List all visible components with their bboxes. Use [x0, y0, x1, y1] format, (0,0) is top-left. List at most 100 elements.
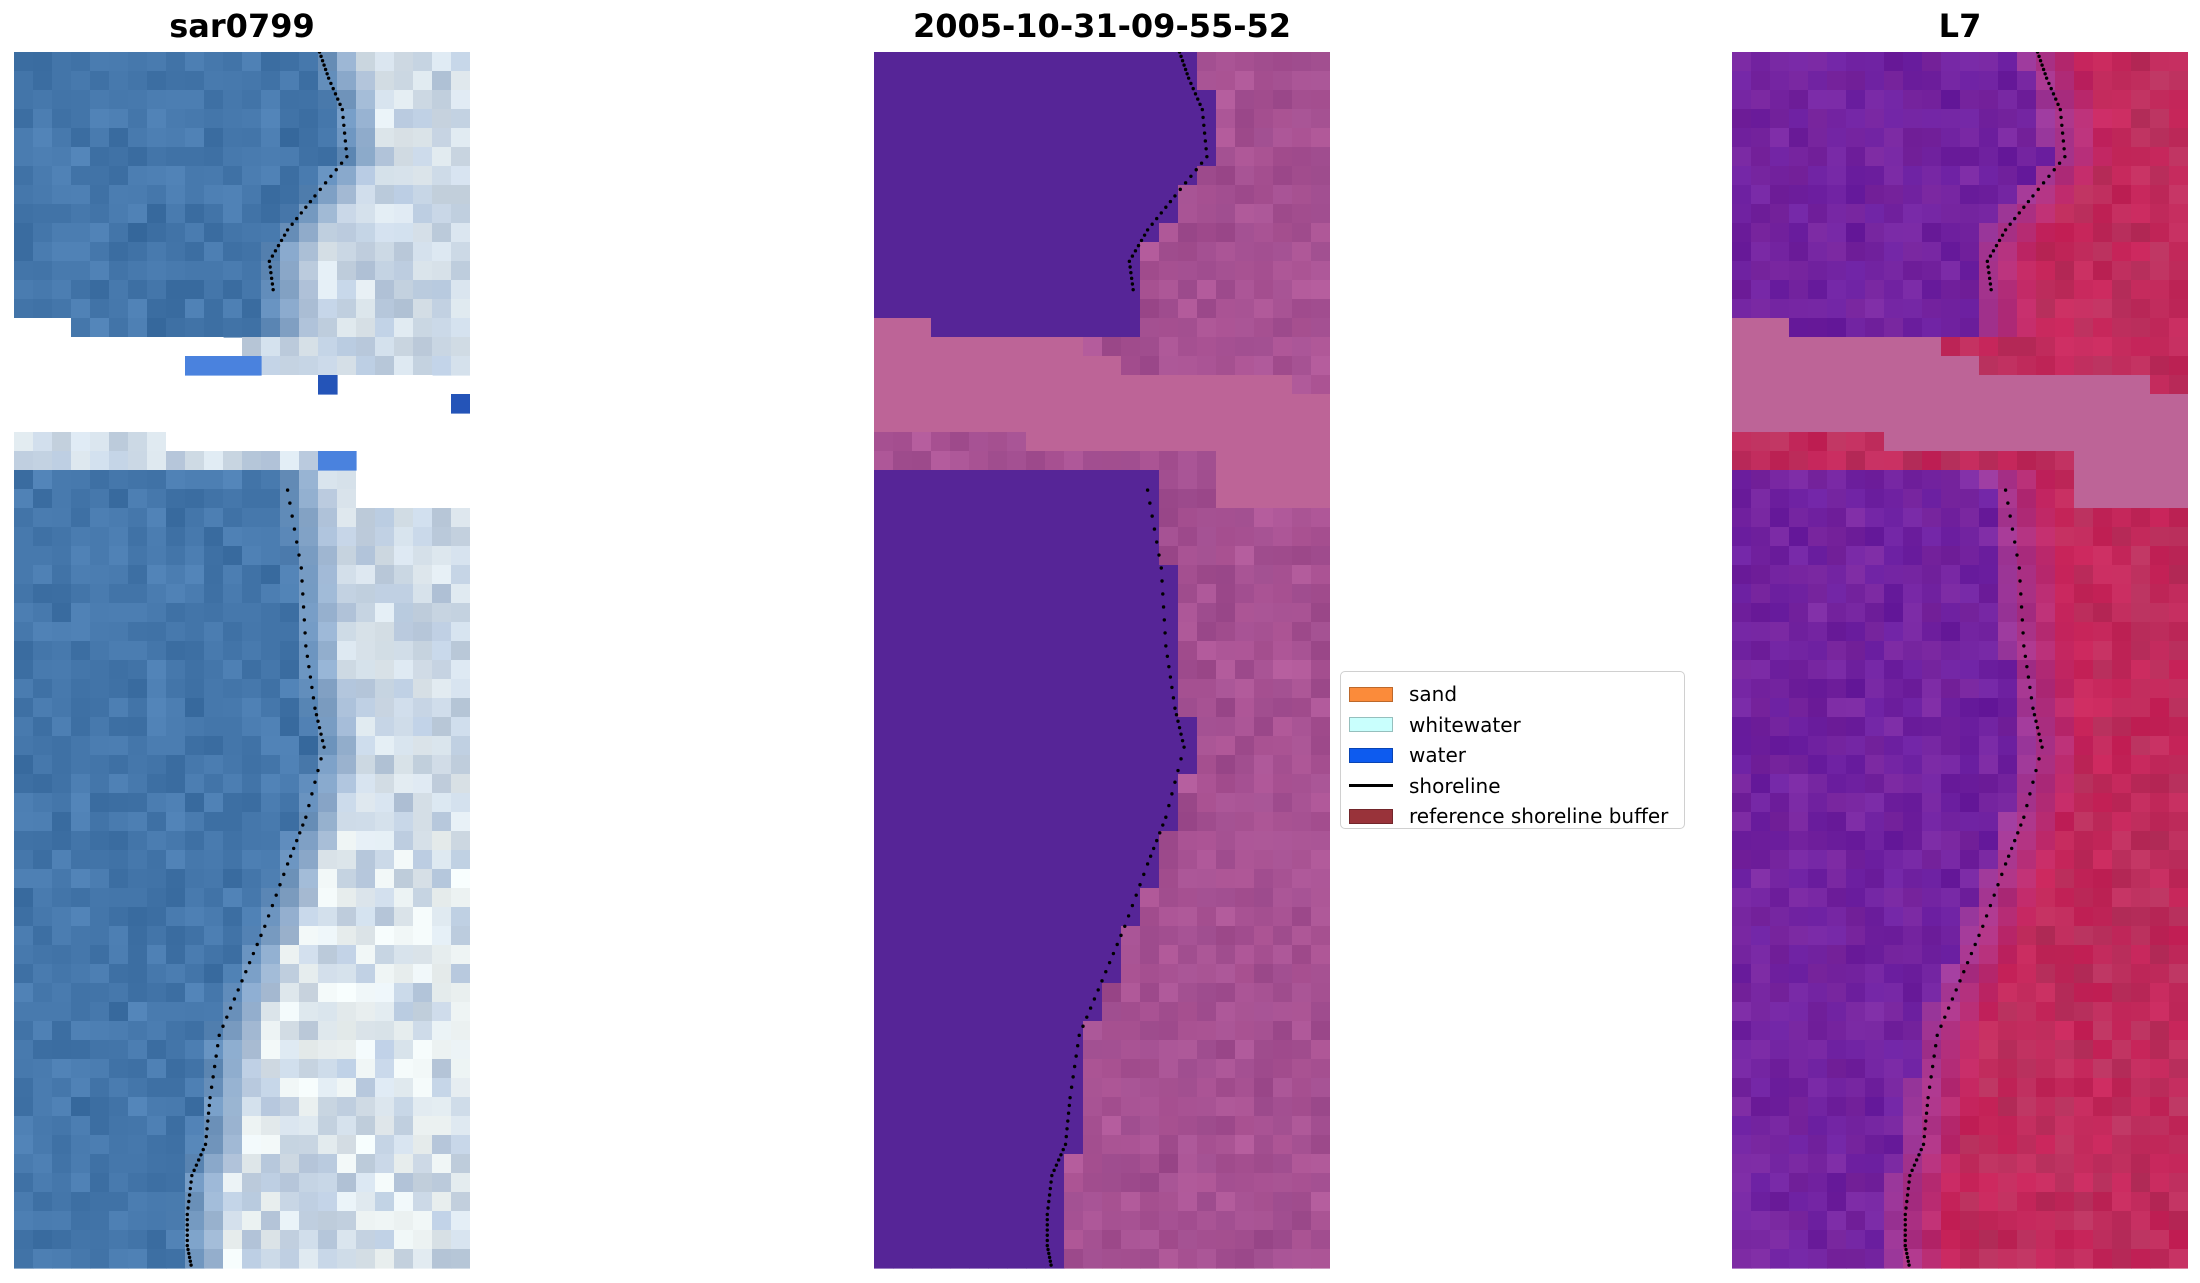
raster-cell	[223, 432, 243, 452]
raster-cell	[52, 166, 72, 186]
raster-cell	[1235, 774, 1255, 794]
raster-cell	[1846, 489, 1866, 509]
raster-cell	[1998, 774, 2018, 794]
raster-cells	[1732, 52, 2188, 1269]
raster-cell	[874, 1097, 894, 1117]
raster-cell	[1732, 945, 1752, 965]
raster-cell	[375, 204, 395, 224]
raster-cell	[337, 470, 357, 490]
raster-cell	[1121, 831, 1141, 851]
raster-cell	[147, 774, 167, 794]
raster-cell	[280, 1135, 300, 1155]
raster-cell	[166, 432, 186, 452]
raster-cell	[375, 603, 395, 623]
raster-cell	[14, 527, 34, 547]
raster-cell	[204, 565, 224, 585]
raster-cell	[1140, 1097, 1160, 1117]
raster-cell	[1941, 603, 1961, 623]
shoreline-point	[1923, 1127, 1927, 1131]
raster-cell	[318, 717, 338, 737]
raster-cell	[988, 983, 1008, 1003]
raster-cell	[1121, 242, 1141, 262]
raster-cell	[52, 926, 72, 946]
raster-cell	[280, 223, 300, 243]
raster-cell	[223, 1192, 243, 1212]
raster-cell	[71, 1097, 91, 1117]
raster-cell	[1751, 1002, 1771, 1022]
raster-cell	[1216, 717, 1236, 737]
raster-cell	[1846, 1078, 1866, 1098]
raster-cell	[1102, 869, 1122, 889]
raster-cell	[2055, 1192, 2075, 1212]
raster-cell	[1273, 850, 1293, 870]
raster-cell	[2169, 1192, 2188, 1212]
raster-cell	[1827, 508, 1847, 528]
shoreline-point	[185, 1233, 189, 1237]
raster-cell	[1865, 204, 1885, 224]
raster-cell	[912, 812, 932, 832]
raster-cell	[52, 394, 72, 414]
raster-cell	[109, 945, 129, 965]
raster-cell	[1827, 337, 1847, 357]
raster-cell	[1922, 812, 1942, 832]
raster-cell	[1083, 375, 1103, 395]
raster-cell	[1827, 1116, 1847, 1136]
raster-cell	[1178, 812, 1198, 832]
raster-cell	[52, 603, 72, 623]
raster-cell	[1979, 71, 1999, 91]
raster-cell	[2112, 1021, 2132, 1041]
raster-cell	[969, 565, 989, 585]
raster-cell	[147, 812, 167, 832]
raster-cell	[2017, 850, 2037, 870]
raster-cell	[912, 90, 932, 110]
raster-cell	[394, 869, 414, 889]
raster-cell	[988, 926, 1008, 946]
raster-cell	[2131, 527, 2151, 547]
raster-cell	[1026, 451, 1046, 471]
raster-cell	[1235, 1078, 1255, 1098]
raster-cell	[1121, 603, 1141, 623]
raster-cell	[1045, 831, 1065, 851]
raster-cell	[375, 1249, 395, 1269]
raster-cell	[413, 869, 433, 889]
raster-cell	[451, 1078, 470, 1098]
raster-cell	[2036, 128, 2056, 148]
raster-cell	[1235, 736, 1255, 756]
raster-cell	[1216, 166, 1236, 186]
shoreline-point	[1198, 102, 1202, 107]
raster-cell	[874, 128, 894, 148]
raster-cell	[1922, 318, 1942, 338]
raster-cell	[1102, 1173, 1122, 1193]
raster-cell	[356, 451, 376, 471]
raster-cell	[375, 698, 395, 718]
raster-cell	[413, 812, 433, 832]
raster-cell	[893, 1021, 913, 1041]
raster-cell	[242, 1059, 262, 1079]
raster-cell	[1026, 1040, 1046, 1060]
raster-cell	[394, 204, 414, 224]
raster-cell	[451, 888, 470, 908]
raster-cell	[166, 375, 186, 395]
raster-cell	[2036, 793, 2056, 813]
raster-cell	[128, 280, 148, 300]
raster-cell	[1216, 128, 1236, 148]
raster-cell	[299, 1040, 319, 1060]
raster-cell	[33, 1078, 53, 1098]
raster-cell	[950, 375, 970, 395]
raster-cell	[1064, 223, 1084, 243]
raster-cell	[1026, 641, 1046, 661]
raster-cell	[1998, 508, 2018, 528]
raster-cell	[2055, 413, 2075, 433]
raster-cell	[1865, 546, 1885, 566]
raster-cell	[1159, 527, 1179, 547]
raster-cell	[223, 888, 243, 908]
raster-cell	[299, 147, 319, 167]
raster-cell	[969, 812, 989, 832]
raster-cell	[1979, 660, 1999, 680]
raster-cell	[1846, 641, 1866, 661]
raster-cell	[893, 812, 913, 832]
raster-cell	[1026, 394, 1046, 414]
raster-cell	[1998, 147, 2018, 167]
shoreline-point	[1179, 757, 1183, 761]
raster-cell	[1979, 831, 1999, 851]
